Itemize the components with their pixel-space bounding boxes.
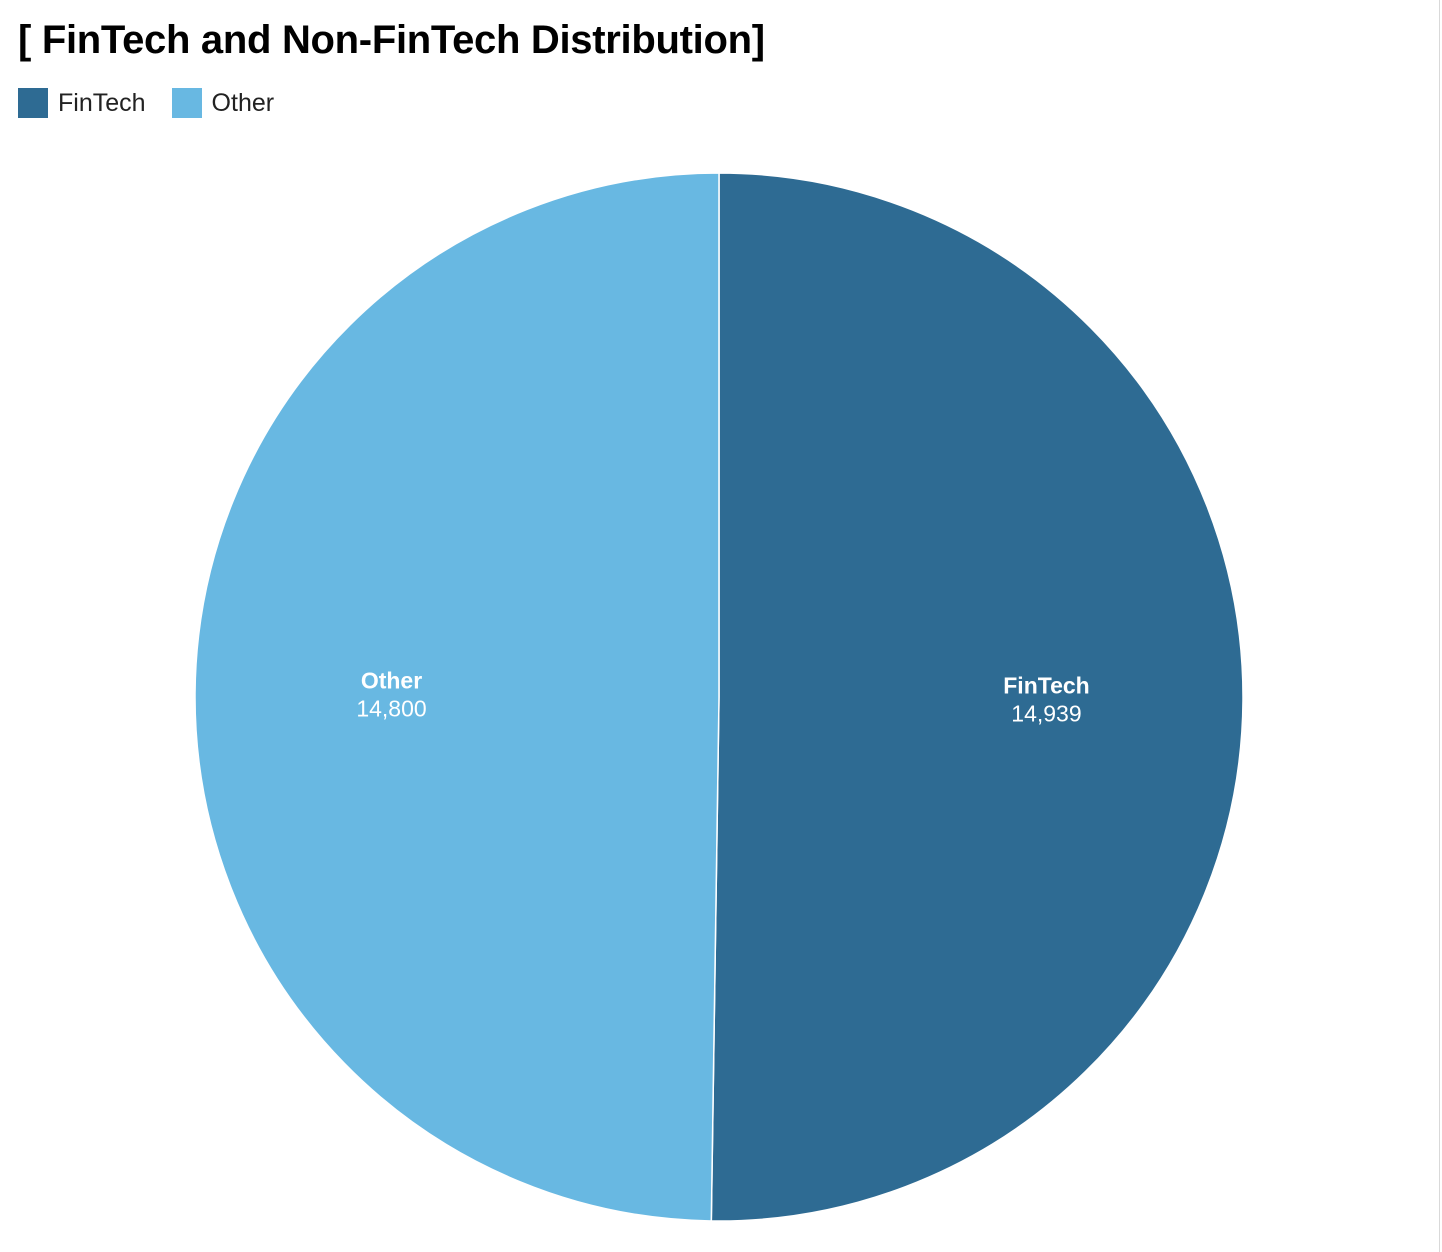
legend-item-fintech: FinTech xyxy=(18,88,146,118)
chart-legend: FinTech Other xyxy=(18,88,274,118)
pie-slice-other xyxy=(194,172,720,1222)
slice-label-fintech: FinTech 14,939 xyxy=(1003,672,1089,726)
legend-swatch-fintech xyxy=(18,88,48,118)
legend-label-other: Other xyxy=(211,88,275,117)
slice-value-fintech: 14,939 xyxy=(1011,700,1081,726)
slice-name-fintech: FinTech xyxy=(1003,672,1089,698)
legend-swatch-other xyxy=(171,88,202,118)
slice-value-other: 14,800 xyxy=(356,696,426,722)
slice-label-other: Other 14,800 xyxy=(356,668,426,722)
frame-border xyxy=(1439,0,1440,1252)
pie-slice-fintech xyxy=(710,172,1244,1222)
slice-name-other: Other xyxy=(361,668,422,694)
legend-label-fintech: FinTech xyxy=(58,88,146,117)
pie-slices xyxy=(194,172,1244,1222)
legend-item-other: Other xyxy=(171,88,275,118)
chart-title: [ FinTech and Non-FinTech Distribution] xyxy=(18,18,765,62)
